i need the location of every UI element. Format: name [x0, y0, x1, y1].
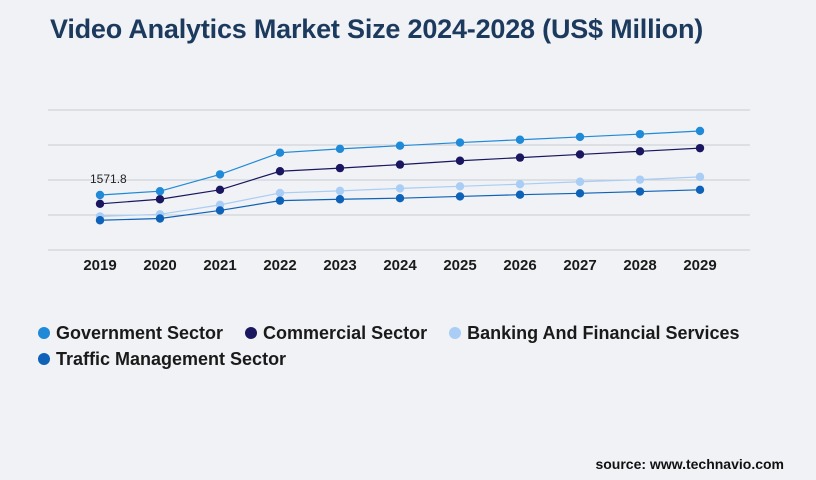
data-point — [515, 135, 525, 144]
data-label: 1571.8 — [90, 172, 127, 186]
x-tick-label: 2019 — [83, 257, 116, 274]
data-point — [695, 143, 705, 153]
source-note: source: www.technavio.com — [595, 456, 784, 472]
data-point — [695, 185, 705, 194]
data-point — [95, 216, 105, 225]
x-tick-label: 2021 — [203, 257, 236, 274]
data-point — [575, 150, 585, 159]
data-point — [575, 132, 585, 142]
data-point — [275, 148, 285, 157]
data-point — [215, 206, 225, 215]
data-point — [335, 195, 345, 204]
data-point — [635, 175, 645, 184]
legend-label: Traffic Management Sector — [56, 348, 287, 369]
legend-marker-icon — [38, 353, 50, 365]
legend-item: Banking And Financial Services — [449, 322, 740, 344]
data-point — [515, 180, 525, 189]
x-tick-label: 2027 — [563, 257, 596, 274]
legend-marker-icon — [38, 327, 50, 339]
legend-marker-icon — [245, 327, 258, 339]
data-point — [395, 160, 405, 169]
legend-item: Traffic Management Sector — [38, 348, 286, 370]
legend-label: Government Sector — [56, 322, 224, 343]
x-tick-label: 2022 — [263, 257, 296, 274]
data-point — [455, 182, 465, 191]
data-point — [515, 153, 525, 162]
legend-label: Commercial Sector — [263, 322, 428, 343]
legend-label: Banking And Financial Services — [467, 322, 740, 343]
chart-title: Video Analytics Market Size 2024-2028 (U… — [50, 14, 704, 44]
data-point — [275, 196, 285, 205]
data-point — [695, 172, 705, 182]
data-point — [155, 187, 165, 196]
data-point — [335, 163, 345, 173]
data-point — [455, 192, 465, 201]
data-point — [335, 186, 345, 196]
data-point — [635, 129, 645, 139]
data-point — [155, 214, 165, 223]
data-point — [275, 188, 285, 198]
chart-plot: 2019 2020 2021 2022 2023 2024 2025 2026 2027 2028… — [48, 109, 750, 274]
data-point — [635, 147, 645, 156]
legend-marker-icon — [449, 327, 462, 339]
data-point — [95, 190, 105, 200]
x-tick-label: 2024 — [383, 257, 417, 274]
x-tick-label: 2026 — [503, 257, 536, 274]
data-point — [275, 167, 285, 176]
data-point — [575, 189, 585, 198]
chart-legend: Government Sector Commercial Sector Bankin… — [38, 322, 778, 370]
legend-item: Government Sector — [38, 322, 223, 344]
data-point — [395, 184, 405, 193]
data-point — [575, 177, 585, 186]
data-point — [635, 187, 645, 196]
data-point — [455, 156, 465, 165]
legend-item: Commercial Sector — [245, 322, 427, 344]
data-point — [335, 144, 345, 154]
x-tick-label: 2029 — [683, 257, 716, 274]
x-tick-label: 2020 — [143, 257, 176, 274]
data-point — [395, 194, 405, 203]
data-point — [215, 170, 225, 179]
data-point — [395, 141, 405, 150]
x-tick-label: 2028 — [623, 257, 656, 274]
data-point — [155, 195, 165, 204]
data-point — [455, 138, 465, 147]
data-point — [215, 185, 225, 194]
x-tick-label: 2023 — [323, 257, 356, 274]
data-point — [95, 199, 105, 208]
data-point — [695, 126, 705, 136]
x-tick-label: 2025 — [443, 257, 476, 274]
data-point — [515, 190, 525, 199]
